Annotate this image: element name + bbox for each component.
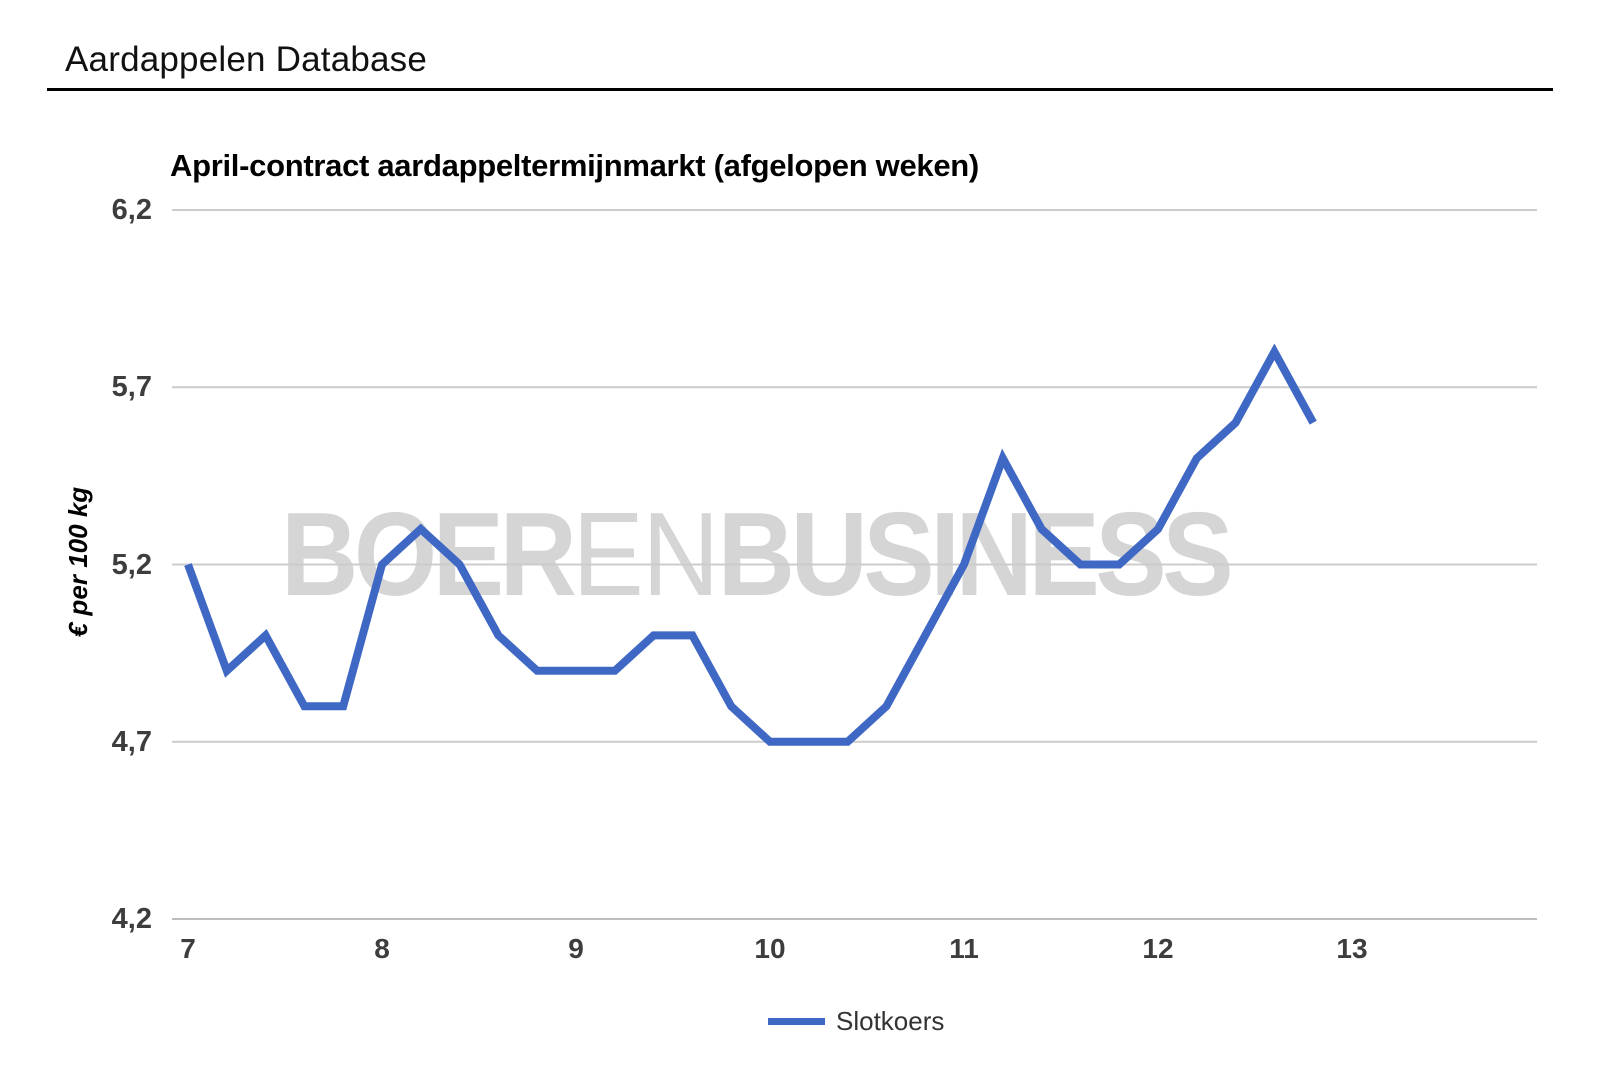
chart-title: April-contract aardappeltermijnmarkt (af… xyxy=(170,148,979,183)
slotkoers-line xyxy=(184,343,1317,746)
x-tick-label: 9 xyxy=(568,933,584,964)
watermark-part-1: BOER xyxy=(281,488,577,621)
watermark-part-3: BUSINESS xyxy=(717,488,1234,621)
y-axis-title: € per 100 kg xyxy=(63,486,93,638)
page-title: Aardappelen Database xyxy=(65,40,428,79)
legend-label: Slotkoers xyxy=(836,1006,945,1036)
x-tick-label: 13 xyxy=(1336,933,1368,964)
header-divider xyxy=(47,88,1553,91)
legend-line-swatch xyxy=(768,1017,825,1025)
y-tick-label: 5,7 xyxy=(111,371,152,403)
x-tick-label: 10 xyxy=(754,933,786,964)
y-tick-label: 6,2 xyxy=(111,194,152,226)
gridlines xyxy=(172,209,1537,920)
x-tick-label: 12 xyxy=(1142,933,1174,964)
y-tick-label: 4,7 xyxy=(111,726,152,758)
watermark-part-2: EN xyxy=(572,488,719,621)
legend: Slotkoers xyxy=(768,1004,944,1038)
y-tick-label: 4,2 xyxy=(111,903,152,935)
series-lines xyxy=(184,343,1317,746)
x-tick-label: 11 xyxy=(949,933,979,964)
watermark: BOERENBUSINESS xyxy=(281,495,1234,614)
x-tick-label: 7 xyxy=(180,933,196,964)
y-tick-label: 5,2 xyxy=(111,549,152,581)
x-tick-label: 8 xyxy=(374,933,390,964)
